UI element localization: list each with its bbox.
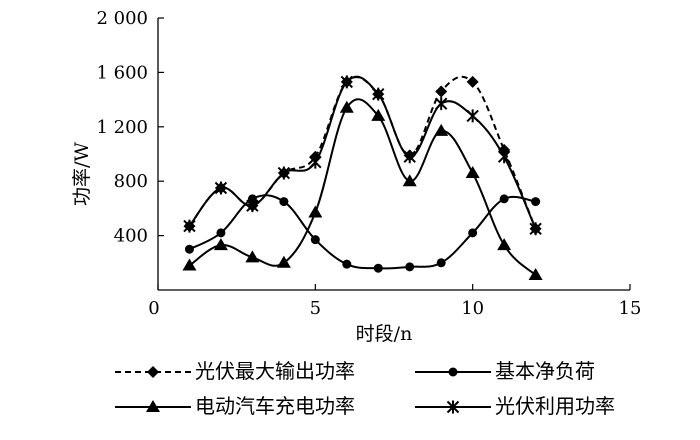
legend-label: 光伏最大输出功率 <box>195 359 355 383</box>
series-layer <box>182 75 543 281</box>
data-point-ev-charge <box>308 205 323 218</box>
x-tick-label: 0 <box>148 298 159 319</box>
data-point-pv-used <box>214 181 228 195</box>
legend-marker <box>147 366 159 378</box>
data-point-base-load <box>436 258 446 268</box>
data-point-base-load <box>342 259 352 269</box>
series-line-base-load <box>189 194 536 270</box>
legend-item-base-load: 基本净负荷 <box>415 359 595 383</box>
series-ev-charge <box>182 98 543 281</box>
x-axis-title: 时段/n <box>356 323 413 345</box>
data-point-ev-charge <box>528 268 543 281</box>
y-tick-label: 1 200 <box>96 117 148 138</box>
data-point-ev-charge <box>339 100 354 113</box>
x-tick-label: 5 <box>310 298 321 319</box>
data-point-pv-used <box>434 97 448 111</box>
data-point-base-load <box>405 262 415 272</box>
data-point-pv-used <box>309 155 322 169</box>
data-point-ev-charge <box>434 123 449 136</box>
data-point-pv-used <box>277 166 291 180</box>
data-point-base-load <box>216 228 226 238</box>
data-point-pv-used <box>466 109 479 123</box>
data-point-ev-charge <box>465 166 480 179</box>
data-point-pv-used <box>246 199 259 213</box>
data-point-pv-used <box>403 150 416 164</box>
data-point-ev-charge <box>276 255 291 268</box>
data-point-ev-charge <box>182 258 197 271</box>
data-point-pv-used <box>183 219 196 233</box>
data-point-ev-charge <box>497 238 512 251</box>
data-point-pv-used <box>340 75 354 89</box>
y-tick-label: 400 <box>114 226 148 247</box>
data-point-base-load <box>279 197 289 207</box>
data-point-base-load <box>184 244 194 254</box>
axes: 400 800 1 200 1 600 2 000 0 5 10 15 <box>96 8 641 319</box>
data-point-base-load <box>247 194 257 204</box>
y-tick-label: 800 <box>114 171 148 192</box>
series-base-load <box>184 194 541 273</box>
data-point-ev-charge <box>213 238 228 251</box>
data-point-ev-charge <box>245 250 260 263</box>
data-point-pv-used <box>497 150 511 164</box>
y-tick-label: 2 000 <box>96 8 148 29</box>
legend-marker <box>446 400 460 414</box>
data-point-ev-charge <box>371 108 386 121</box>
legend-label: 光伏利用功率 <box>495 394 615 418</box>
data-point-base-load <box>499 194 509 204</box>
legend-item-pv-max: 光伏最大输出功率 <box>115 359 355 383</box>
x-tick-label: 10 <box>461 298 484 319</box>
x-tick-label: 15 <box>619 298 642 319</box>
data-point-ev-charge <box>402 174 417 187</box>
legend-label: 基本净负荷 <box>495 359 595 383</box>
data-point-pv-used <box>529 222 542 236</box>
data-point-base-load <box>310 235 320 245</box>
data-point-pv-used <box>372 87 385 101</box>
legend-label: 电动汽车充电功率 <box>195 394 355 418</box>
legend-item-pv-used: 光伏利用功率 <box>415 394 615 418</box>
legend-item-ev-charge: 电动汽车充电功率 <box>115 394 355 418</box>
legend-marker <box>448 367 458 377</box>
data-point-pv-max <box>435 85 448 98</box>
y-tick-label: 1 600 <box>96 62 148 83</box>
y-axis-title: 功率/W <box>71 142 93 206</box>
data-point-base-load <box>531 197 541 207</box>
data-point-base-load <box>468 228 478 238</box>
data-point-pv-max <box>466 75 479 88</box>
data-point-base-load <box>373 263 383 273</box>
series-pv-used <box>183 75 542 236</box>
legend-marker <box>146 400 160 412</box>
